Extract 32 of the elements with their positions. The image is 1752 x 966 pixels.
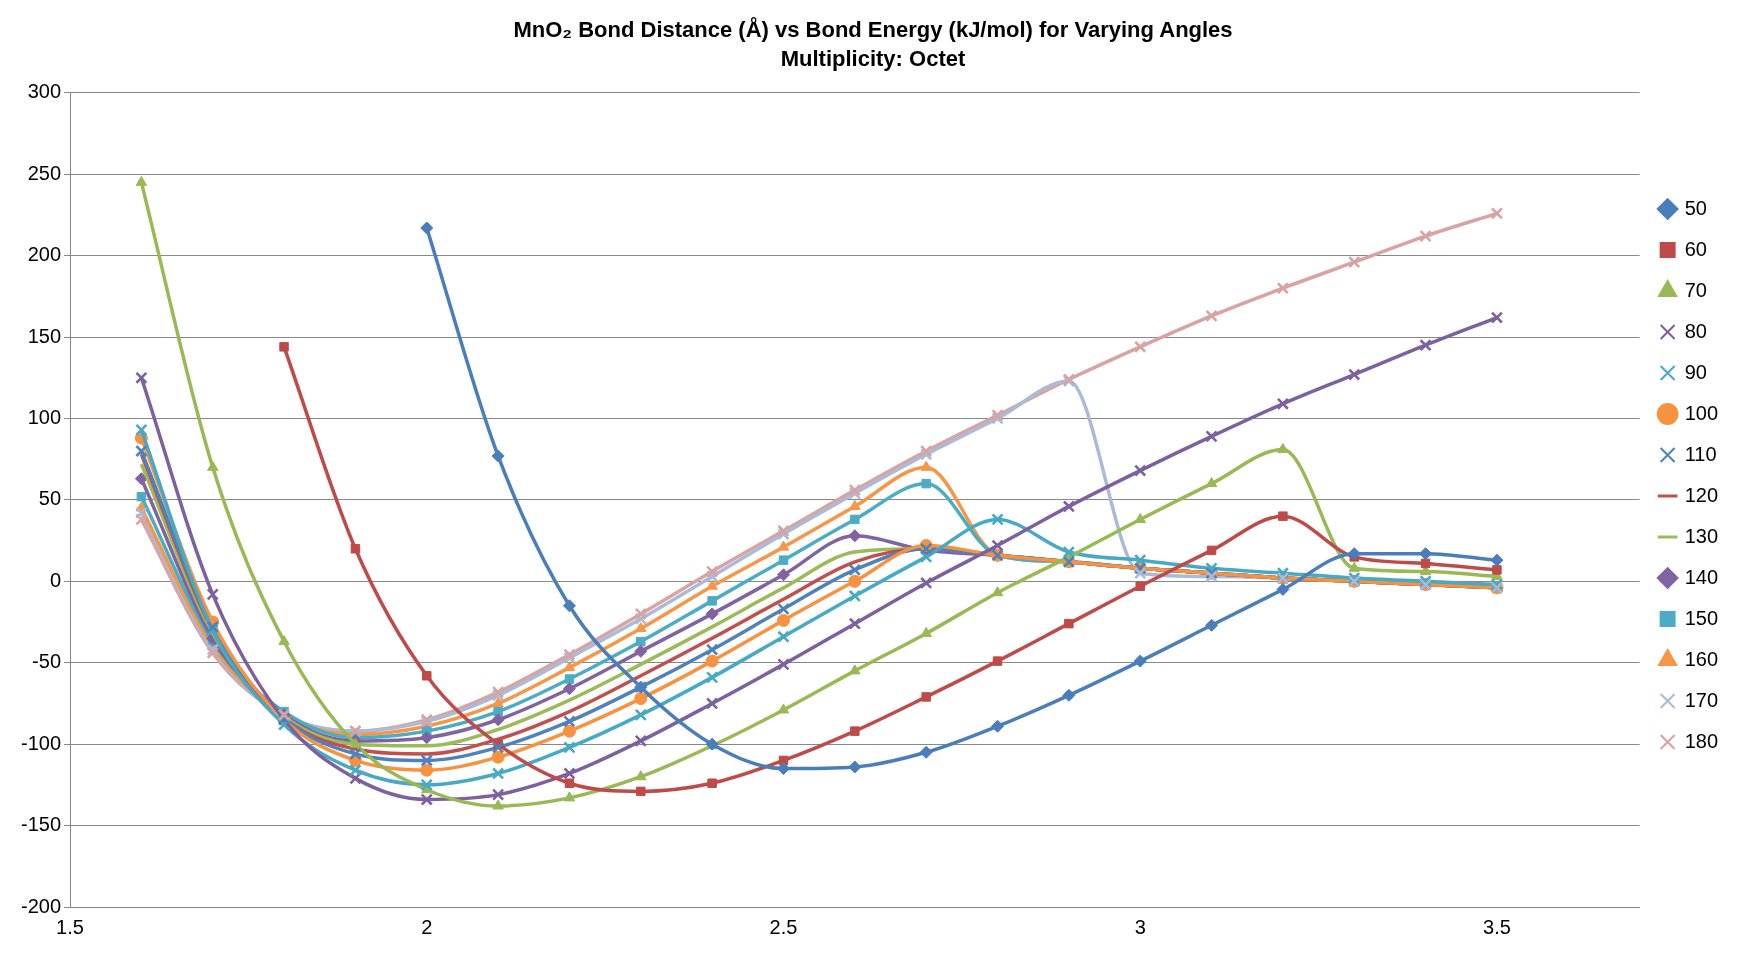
x-tick-label: 2.5 [769,915,798,938]
legend-label: 60 [1684,237,1707,260]
y-tick-label: -200 [21,894,62,917]
y-tick-label: 100 [27,406,62,428]
y-tick-label: 0 [49,568,62,591]
legend-label: 50 [1684,196,1707,219]
y-tick-label: 200 [27,243,62,266]
y-tick-label: 150 [27,324,62,347]
y-tick-label: -50 [32,650,62,673]
legend-label: 80 [1684,319,1707,342]
legend-label: 100 [1684,401,1719,424]
legend-label: 170 [1684,688,1719,711]
y-tick-label: 50 [38,487,62,510]
y-tick-label: 300 [27,80,62,103]
x-tick-label: 3.5 [1483,915,1511,938]
y-tick-label: -150 [21,813,62,836]
legend-label: 110 [1684,442,1717,465]
x-tick-label: 3 [1134,915,1146,938]
chart-subtitle: Multiplicity: Octet [780,45,966,71]
x-tick-label: 1.5 [56,915,84,938]
chart-title: MnO₂ Bond Distance (Å) vs Bond Energy (kJ/mol) for Varying Angles [513,16,1233,43]
legend-label: 130 [1684,524,1719,547]
legend-label: 180 [1684,729,1719,752]
y-tick-label: 250 [27,161,62,184]
legend-label: 90 [1684,360,1707,383]
legend-label: 140 [1684,565,1719,588]
y-tick-label: -100 [21,731,62,754]
legend-label: 120 [1684,483,1719,506]
legend-label: 70 [1684,278,1707,301]
x-tick-label: 2 [421,915,433,938]
legend-label: 160 [1684,647,1719,670]
legend-label: 150 [1684,606,1719,629]
